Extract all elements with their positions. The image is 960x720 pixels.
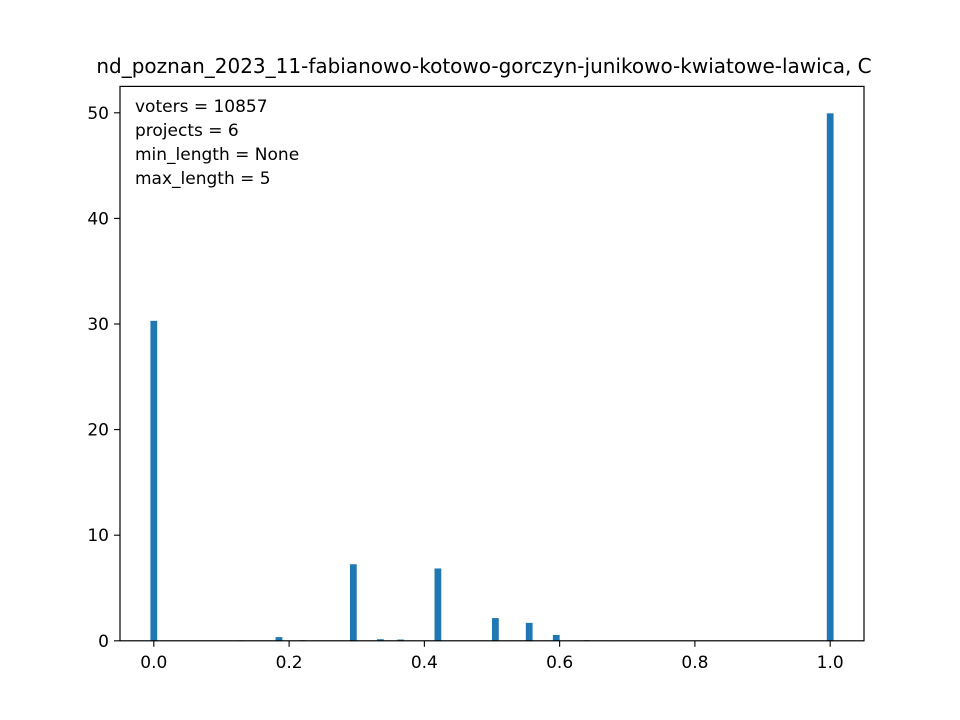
x-tick-label: 1.0 (817, 653, 844, 673)
x-tick-label: 0.0 (140, 653, 167, 673)
bars-group (150, 113, 834, 642)
bar (826, 113, 834, 641)
annotation-line: max_length = 5 (135, 169, 271, 189)
y-tick-label: 10 (87, 526, 109, 546)
bar (434, 568, 442, 641)
y-tick-label: 20 (87, 421, 109, 441)
annotation-line: min_length = None (135, 145, 299, 165)
chart-title: nd_poznan_2023_11-fabianowo-kotowo-gorcz… (96, 54, 871, 78)
y-tick-label: 40 (87, 209, 109, 229)
x-tick-label: 0.8 (681, 653, 708, 673)
x-axis-ticks: 0.0 0.2 0.4 0.6 0.8 1.0 (140, 640, 844, 673)
bar (492, 618, 499, 641)
stats-annotation: voters = 10857 projects = 6 min_length = N… (135, 97, 299, 189)
y-tick-label: 30 (87, 315, 109, 335)
bar (397, 639, 405, 641)
annotation-line: projects = 6 (135, 121, 239, 141)
bar (377, 639, 384, 641)
x-tick-label: 0.2 (276, 653, 303, 673)
y-axis-ticks: 0 10 20 30 40 50 (87, 104, 120, 652)
bar (275, 637, 283, 641)
bar (525, 622, 533, 641)
x-tick-label: 0.4 (411, 653, 438, 673)
annotation-line: voters = 10857 (135, 97, 268, 117)
x-tick-label: 0.6 (546, 653, 573, 673)
plot-frame (119, 85, 865, 642)
bar (349, 564, 357, 641)
bar (552, 634, 560, 641)
bar (150, 320, 158, 641)
y-tick-label: 0 (98, 632, 109, 652)
y-tick-label: 50 (87, 104, 109, 124)
